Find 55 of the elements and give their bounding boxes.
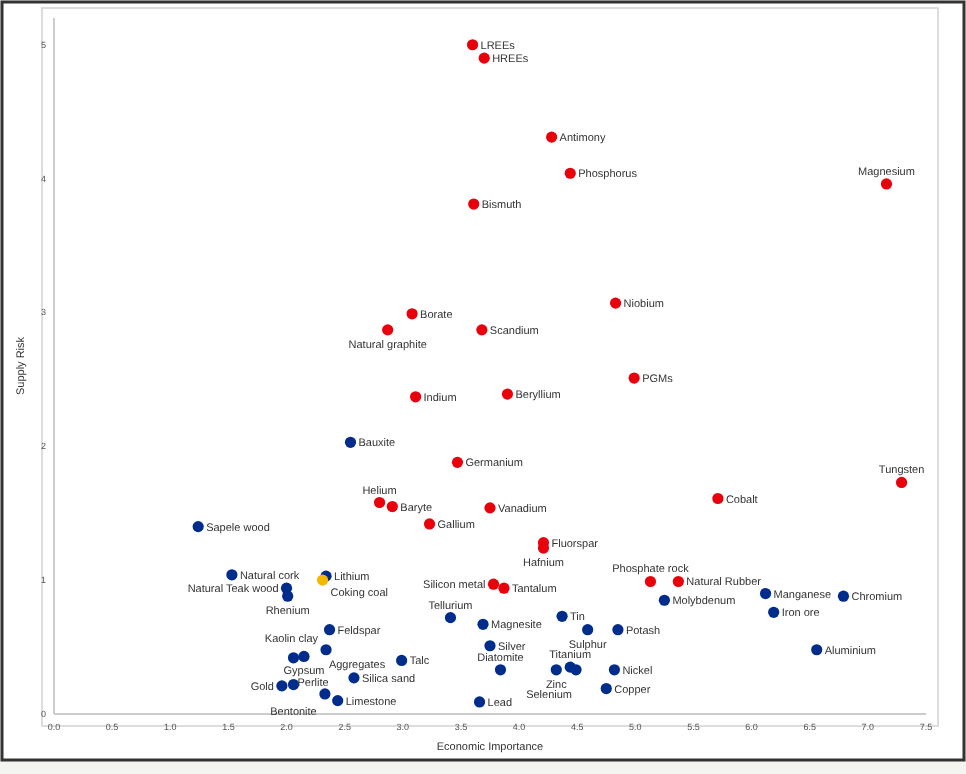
point bbox=[501, 388, 514, 400]
point bbox=[628, 372, 640, 384]
point bbox=[658, 594, 670, 606]
point bbox=[768, 606, 780, 618]
point bbox=[332, 695, 344, 707]
point bbox=[612, 624, 624, 636]
point bbox=[192, 521, 204, 533]
point bbox=[672, 575, 684, 588]
point bbox=[226, 569, 238, 581]
point bbox=[712, 492, 724, 505]
point bbox=[487, 578, 500, 590]
point bbox=[484, 640, 496, 652]
point bbox=[811, 644, 823, 656]
point bbox=[287, 678, 300, 691]
point bbox=[837, 590, 850, 602]
point bbox=[466, 39, 479, 51]
point bbox=[409, 391, 422, 403]
point bbox=[386, 500, 398, 513]
point bbox=[451, 456, 464, 468]
point bbox=[478, 52, 490, 64]
point bbox=[473, 696, 486, 708]
point bbox=[477, 618, 489, 630]
point bbox=[287, 652, 300, 664]
point bbox=[476, 324, 488, 336]
point bbox=[564, 167, 576, 179]
point bbox=[298, 650, 310, 663]
point bbox=[396, 654, 408, 667]
point bbox=[582, 624, 594, 636]
point bbox=[494, 664, 507, 676]
point bbox=[382, 324, 394, 336]
point bbox=[556, 610, 568, 622]
point bbox=[423, 518, 436, 530]
point bbox=[282, 590, 294, 602]
point bbox=[608, 664, 621, 676]
point bbox=[484, 502, 496, 514]
point bbox=[444, 612, 457, 624]
point bbox=[546, 131, 558, 143]
point bbox=[406, 308, 418, 320]
point bbox=[348, 672, 360, 684]
point bbox=[895, 476, 908, 489]
point bbox=[320, 644, 332, 656]
point bbox=[498, 582, 510, 594]
point bbox=[570, 664, 582, 676]
point bbox=[276, 680, 288, 692]
point bbox=[323, 624, 336, 636]
point bbox=[319, 688, 331, 700]
point bbox=[644, 575, 657, 588]
point bbox=[759, 587, 772, 600]
point bbox=[344, 436, 357, 448]
point bbox=[600, 682, 612, 695]
point bbox=[550, 664, 562, 676]
point bbox=[880, 178, 893, 190]
point bbox=[609, 297, 622, 309]
point bbox=[468, 198, 480, 210]
point bbox=[373, 496, 386, 509]
